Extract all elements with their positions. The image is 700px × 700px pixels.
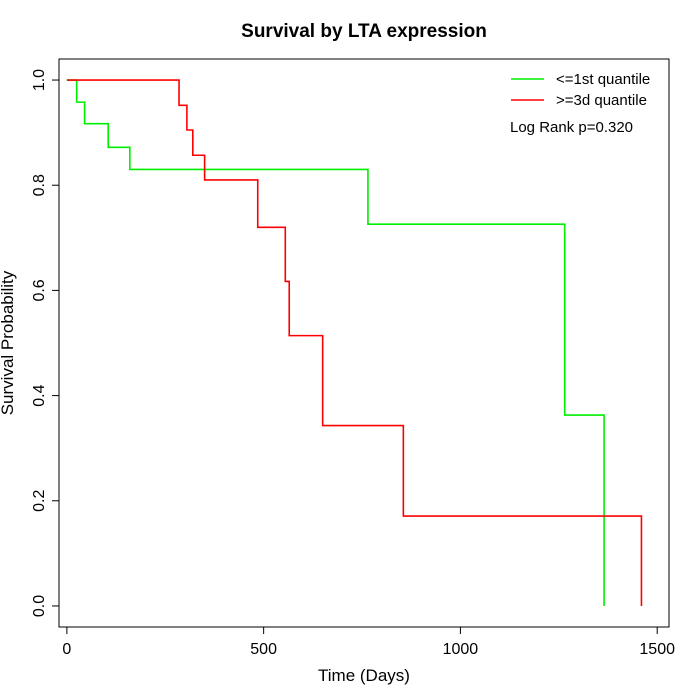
log-rank-annotation: Log Rank p=0.320	[510, 119, 633, 136]
series-line-2	[66, 79, 643, 606]
y-tick-label: 0.8	[31, 174, 48, 196]
legend: <=1st quantile >=3d quantile	[511, 71, 650, 109]
series-layer	[66, 79, 643, 606]
y-tick-label: 0.0	[31, 595, 48, 617]
x-tick-label: 1500	[639, 641, 675, 658]
plot-frame	[58, 58, 670, 628]
x-tick-label: 0	[62, 641, 71, 658]
y-tick-label: 0.2	[31, 490, 48, 512]
legend-label: <=1st quantile	[556, 71, 650, 88]
y-tick-label: 0.4	[31, 384, 48, 406]
x-axis-label: Time (Days)	[318, 666, 410, 685]
chart-title: Survival by LTA expression	[241, 21, 487, 42]
y-tick-label: 1.0	[31, 69, 48, 91]
x-tick-label: 500	[250, 641, 277, 658]
y-axis-label: Survival Probability	[0, 270, 17, 415]
series-line-1	[66, 79, 605, 606]
y-axis: 0.0 0.2 0.4 0.6 0.8 1.0	[31, 69, 60, 617]
legend-label: >=3d quantile	[556, 92, 647, 109]
x-tick-label: 1000	[443, 641, 479, 658]
x-axis: 0 500 1000 1500	[62, 626, 675, 658]
y-tick-label: 0.6	[31, 279, 48, 301]
